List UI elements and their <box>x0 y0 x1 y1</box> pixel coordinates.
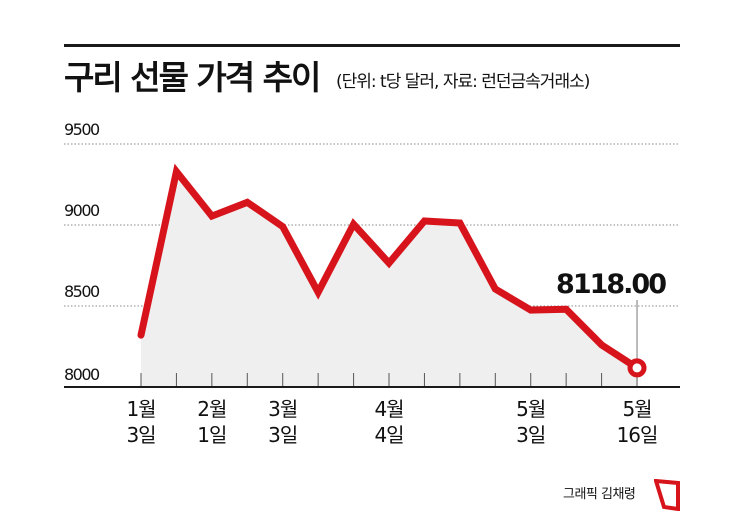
x-label-month: 5월 <box>516 397 545 421</box>
annotation-value: 8118.00 <box>556 269 666 300</box>
y-tick-label: 9000 <box>64 201 100 220</box>
x-label-month: 4월 <box>374 397 403 421</box>
y-tick-label: 8000 <box>64 365 100 384</box>
y-tick-label: 8500 <box>64 282 100 301</box>
publisher-logo-icon <box>654 479 680 511</box>
last-value-annotation: 8118.00 <box>556 269 668 378</box>
x-label-month: 1월 <box>126 397 155 421</box>
top-rule <box>64 44 680 47</box>
y-axis-ticks: 8000 8500 9000 9500 <box>64 120 102 384</box>
x-label-day: 4일 <box>374 423 403 447</box>
x-label-month: 5월 <box>622 397 651 421</box>
graphic-credit: 그래픽 김채령 <box>563 487 636 502</box>
x-axis-tick-marks <box>140 373 638 387</box>
x-label-day: 3일 <box>516 423 545 447</box>
last-point-marker <box>627 358 647 378</box>
x-label-day: 1일 <box>197 423 226 447</box>
x-label-day: 3일 <box>268 423 297 447</box>
area-fill <box>141 171 638 387</box>
x-label-day: 3일 <box>126 423 155 447</box>
y-tick-label: 9500 <box>64 120 100 139</box>
chart-title: 구리 선물 가격 추이 <box>64 58 321 97</box>
x-label-month: 3월 <box>268 397 297 421</box>
chart-subtitle: (단위: t당 달러, 자료: 런던금속거래소) <box>336 72 590 92</box>
price-line <box>137 163 641 372</box>
x-label-day: 16일 <box>617 423 658 447</box>
x-label-month: 2월 <box>197 397 226 421</box>
